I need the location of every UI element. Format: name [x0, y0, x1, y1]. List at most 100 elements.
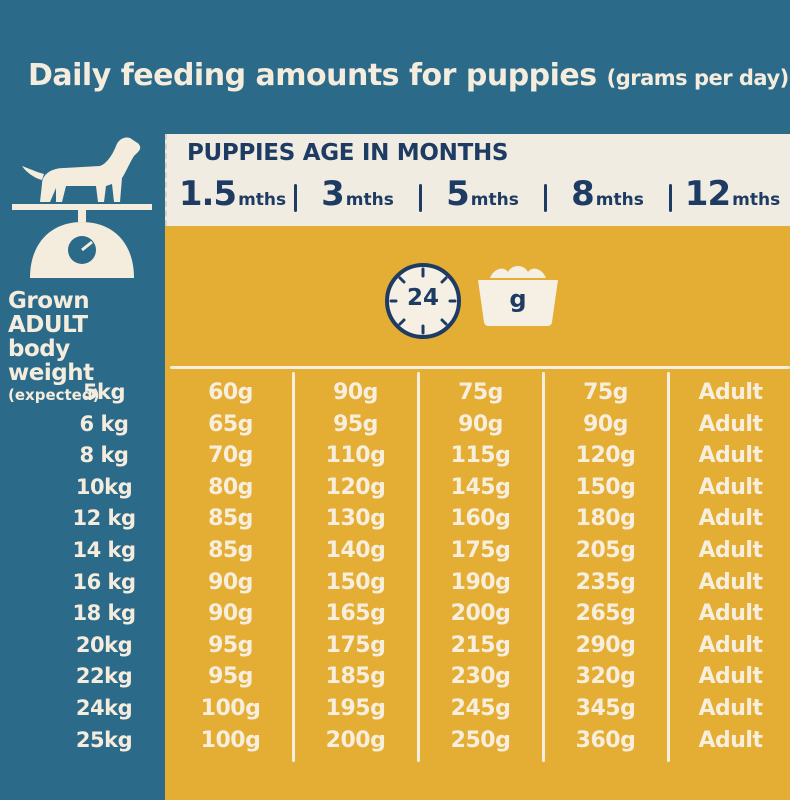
feeding-amount-cell: 115g — [450, 443, 511, 469]
age-column-divider — [544, 184, 547, 212]
age-unit: mths — [238, 190, 287, 210]
feeding-amount-cell: Adult — [698, 727, 764, 753]
age-column-header: 1.5 mths — [170, 174, 295, 214]
feeding-amount-cell: 100g — [200, 727, 261, 753]
feeding-table-panel — [165, 226, 790, 800]
age-number: 8 — [571, 174, 595, 214]
weight-label: 25kg — [75, 727, 133, 752]
clock-icon — [385, 263, 461, 339]
feeding-amount-cell: 345g — [575, 696, 636, 721]
feeding-amount-cell: 160g — [450, 506, 511, 532]
table-column-divider — [667, 372, 670, 762]
feeding-amount-cell: 85g — [208, 506, 253, 532]
food-bowl-icon — [478, 266, 558, 326]
feeding-amount-cell: 95g — [208, 632, 253, 658]
feeding-amount-cell: 245g — [450, 696, 511, 721]
bowl-label: g — [509, 285, 527, 313]
feeding-amount-cell: 205g — [575, 538, 636, 563]
weight-label: 24kg — [75, 696, 133, 720]
age-column-header: 12 mths — [670, 174, 790, 214]
feeding-amount-cell: 90g — [333, 380, 378, 405]
age-number: 12 — [684, 174, 731, 214]
age-column-divider — [669, 184, 672, 212]
feeding-amount-cell: 120g — [575, 443, 636, 469]
feeding-amount-cell: 250g — [450, 727, 511, 753]
feeding-amount-cell: 165g — [325, 601, 386, 627]
row-header-line2: body weight — [8, 336, 94, 387]
feeding-amount-cell: 190g — [450, 569, 511, 595]
feeding-amount-cell: Adult — [698, 474, 764, 500]
age-column-divider — [294, 184, 297, 212]
feeding-amount-cell: 215g — [450, 632, 511, 658]
feeding-amount-cell: Adult — [698, 696, 764, 721]
feeding-amount-cell: 175g — [325, 632, 386, 658]
weight-label: 12 kg — [72, 506, 136, 531]
title-sub: (grams per day): — [606, 66, 790, 90]
weight-label: 5kg — [82, 380, 126, 404]
age-header: PUPPIES AGE IN MONTHS 1.5 mths 3 mths 5 mths 8… — [165, 134, 790, 226]
feeding-amount-cell: Adult — [698, 506, 764, 532]
feeding-amount-cell: Adult — [698, 632, 764, 658]
feeding-amount-cell: Adult — [698, 380, 764, 405]
age-number: 5 — [446, 174, 470, 214]
feeding-amount-cell: 145g — [450, 474, 511, 500]
feeding-amount-cell: 80g — [208, 474, 253, 500]
feeding-amount-cell: 235g — [575, 569, 636, 595]
table-column-divider — [292, 372, 295, 762]
feeding-amount-cell: 290g — [575, 632, 636, 658]
feeding-amount-cell: 180g — [575, 506, 636, 532]
weight-label: 10kg — [75, 474, 133, 499]
feeding-amount-cell: 90g — [208, 569, 253, 595]
age-column-header: 5 mths — [420, 174, 545, 214]
feeding-amount-cell: 230g — [450, 664, 511, 690]
page-title: Daily feeding amounts for puppies (grams… — [28, 58, 790, 93]
feeding-amount-cell: Adult — [698, 601, 764, 627]
clock-label: 24 — [406, 285, 439, 311]
feeding-amount-cell: 130g — [325, 506, 386, 532]
feeding-amount-cell: 265g — [575, 601, 636, 627]
title-main: Daily feeding amounts for puppies — [28, 58, 597, 93]
feeding-amount-cell: Adult — [698, 443, 764, 469]
feeding-amount-cell: Adult — [698, 411, 764, 437]
feeding-amount-cell: Adult — [698, 569, 764, 595]
age-column-divider — [419, 184, 422, 212]
table-column-divider — [417, 372, 420, 762]
weight-label: 18 kg — [72, 601, 136, 626]
feeding-amount-cell: 200g — [450, 601, 511, 627]
feeding-amount-cell: 150g — [575, 474, 636, 500]
feeding-amount-cell: 195g — [325, 696, 386, 721]
feeding-amount-cell: 60g — [208, 380, 253, 405]
row-header-label: Grown ADULT body weight (expected) — [8, 289, 158, 403]
feeding-amount-cell: 75g — [583, 380, 628, 405]
feeding-amount-cell: 140g — [325, 538, 386, 563]
feeding-amount-cell: 110g — [325, 443, 386, 469]
feeding-amount-cell: 185g — [325, 664, 386, 690]
feeding-amount-cell: 100g — [200, 696, 261, 721]
age-header-title: PUPPIES AGE IN MONTHS — [187, 140, 509, 166]
feeding-amount-cell: 360g — [575, 727, 636, 753]
feeding-amount-cell: 120g — [325, 474, 386, 500]
feeding-amount-cell: 70g — [208, 443, 253, 469]
feeding-amount-cell: 200g — [325, 727, 386, 753]
feeding-amount-cell: Adult — [698, 538, 764, 563]
weight-label: 16 kg — [72, 569, 136, 594]
table-column-divider — [542, 372, 545, 762]
age-unit: mths — [732, 190, 781, 210]
weight-label: 14 kg — [72, 538, 136, 562]
age-unit: mths — [470, 190, 519, 210]
feeding-amount-cell: 175g — [450, 538, 511, 563]
feeding-amount-cell: 90g — [458, 411, 503, 437]
age-number: 3 — [321, 174, 345, 214]
feeding-amount-cell: 90g — [583, 411, 628, 437]
table-header-divider — [170, 366, 790, 369]
age-unit: mths — [345, 190, 394, 210]
weight-label: 22kg — [75, 664, 133, 689]
feeding-amount-cell: 95g — [333, 411, 378, 437]
feeding-amount-cell: 85g — [208, 538, 253, 563]
age-column-header: 3 mths — [295, 174, 420, 214]
feeding-amount-cell: 65g — [208, 411, 253, 437]
age-column-header: 8 mths — [545, 174, 670, 214]
weight-label: 20kg — [75, 632, 133, 657]
feeding-amount-cell: 75g — [458, 380, 503, 405]
age-number: 1.5 — [178, 174, 237, 214]
